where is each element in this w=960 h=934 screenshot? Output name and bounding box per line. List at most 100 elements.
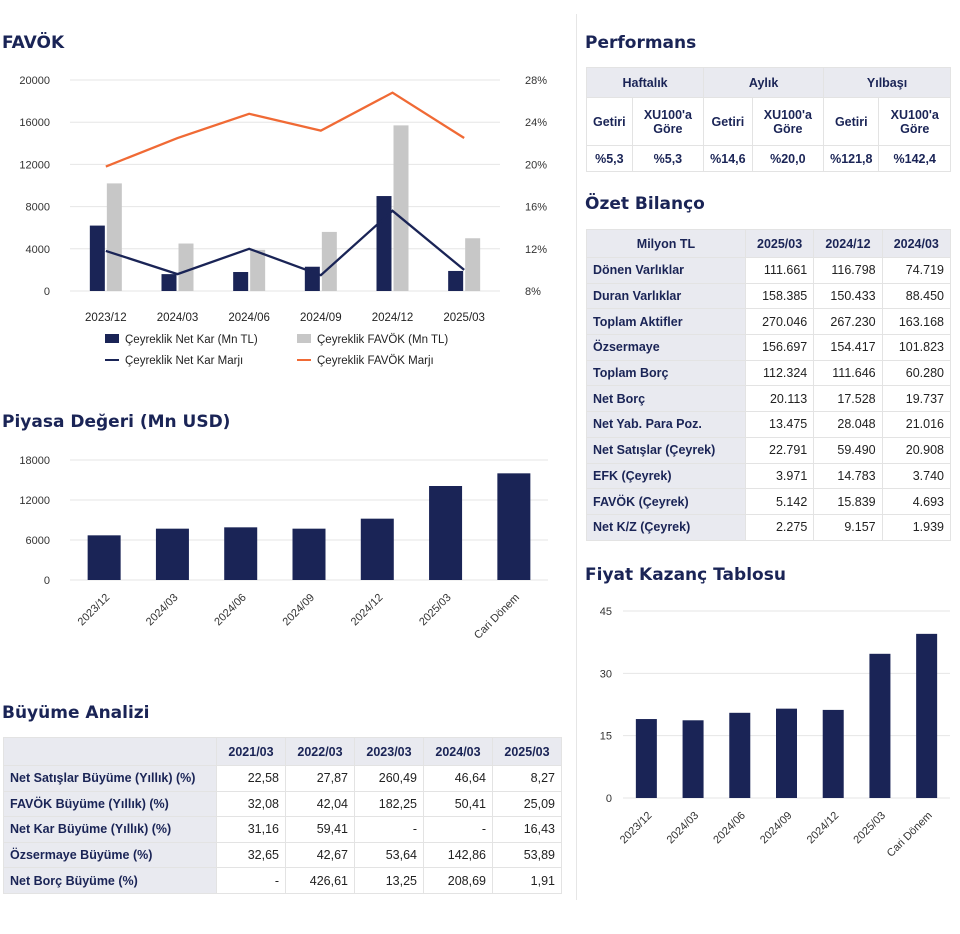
bilanco-row-label: Net Borç: [586, 385, 746, 413]
y-tick-label: 20000: [19, 75, 50, 87]
perf-subheader: XU100'a Göre: [878, 97, 951, 146]
buyume-value: 1,91: [492, 867, 562, 894]
favok-bar: [393, 125, 409, 292]
performans-table: Haftalık Aylık Yılbaşı Getiri XU100'a Göre Ge…: [585, 67, 951, 172]
bilanco-value: 60.280: [881, 359, 952, 387]
buyume-value: 182,25: [354, 790, 424, 818]
bilanco-row-label: Dönen Varlıklar: [586, 257, 746, 284]
perf-value: %5,3: [631, 145, 705, 172]
x-tick-label: 2024/09: [300, 312, 342, 324]
bilanco-row-label: Duran Varlıklar: [586, 282, 746, 310]
bar: [155, 528, 189, 580]
buyume-header-cell: 2021/03: [216, 737, 286, 766]
bilanco-row-label: Özsermaye: [586, 334, 746, 361]
perf-group-header: Haftalık: [585, 67, 705, 98]
buyume-value: 16,43: [492, 816, 562, 843]
bilanco-value: 154.417: [813, 334, 883, 361]
buyume-row: Net Borç Büyüme (%) -426,61 13,25 208,69 1,9…: [3, 867, 562, 894]
perf-value: %14,6: [703, 145, 753, 172]
bar: [869, 653, 891, 798]
favok-bar: [178, 243, 194, 291]
x-tick-label: 2024/06: [711, 810, 748, 847]
bilanco-value: 270.046: [744, 308, 815, 336]
bilanco-title: Özet Bilanço: [585, 194, 705, 214]
favok-chart: 0 4000 8000 12000 16000 20000 8% 12% 16% 20% 24% 28…: [19, 75, 547, 367]
bilanco-row: Duran Varlıklar 158.385 150.433 88.450: [586, 282, 952, 310]
column-divider: [576, 14, 577, 900]
buyume-header-row: 2021/03 2022/03 2023/03 2024/03 2025/03: [3, 737, 562, 766]
buyume-value: 426,61: [285, 867, 355, 894]
bilanco-value: 74.719: [881, 257, 952, 284]
buyume-value: 53,64: [354, 841, 424, 869]
x-tick-label: 2025/03: [417, 592, 454, 629]
buyume-row: Net Kar Büyüme (Yıllık) (%) 31,16 59,41- -1…: [3, 816, 562, 843]
bilanco-header-cell: 2024/12: [813, 229, 883, 258]
bilanco-value: 3.740: [881, 462, 952, 490]
bar: [497, 473, 531, 580]
bar: [822, 709, 844, 798]
y-tick-label: 8000: [26, 202, 50, 214]
bar: [776, 708, 797, 798]
buyume-row: FAVÖK Büyüme (Yıllık) (%) 32,08 42,04 182,2…: [3, 790, 562, 818]
x-tick-label: 2024/06: [228, 312, 270, 324]
buyume-value: -: [216, 867, 286, 894]
net-kar-bar: [376, 196, 392, 291]
x-tick-label: 2024/12: [372, 312, 414, 324]
buyume-header-cell: 2023/03: [354, 737, 424, 766]
legend-favok-label: Çeyreklik FAVÖK (Mn TL): [317, 334, 448, 346]
buyume-table: 2021/03 2022/03 2023/03 2024/03 2025/03 Net S…: [3, 737, 562, 894]
y-tick-label: 18000: [19, 455, 50, 467]
buyume-header-cell: 2024/03: [423, 737, 493, 766]
performans-title: Performans: [585, 33, 697, 53]
bilanco-row: Dönen Varlıklar 111.661 116.798 74.719: [586, 257, 952, 284]
perf-subheader: XU100'a Göre: [631, 97, 705, 146]
perf-group-header: Yılbaşı: [823, 67, 951, 98]
buyume-value: 8,27: [492, 765, 562, 792]
perf-subheader: XU100'a Göre: [751, 97, 825, 146]
net-kar-bar: [448, 270, 464, 291]
bar: [224, 527, 258, 580]
bilanco-row: Toplam Aktifler 270.046 267.230 163.168: [586, 308, 952, 336]
y-tick-label: 4000: [26, 244, 50, 256]
net-kar-marji-line: [105, 209, 465, 277]
perf-subhead-row: Getiri XU100'a Göre Getiri XU100'a Göre Geti…: [586, 97, 951, 146]
net-kar-bar: [89, 225, 105, 291]
bar: [292, 528, 326, 580]
buyume-value: 53,89: [492, 841, 562, 869]
bilanco-value: 156.697: [744, 334, 815, 361]
piyasa-chart: 0 6000 12000 18000 2023/12 2024/03 2024/06 2024…: [19, 455, 548, 642]
bilanco-value: 1.939: [881, 513, 952, 541]
perf-subheader: Getiri: [703, 97, 753, 146]
x-tick-label: 2024/12: [349, 592, 386, 629]
favok-title: FAVÖK: [2, 33, 65, 53]
perf-value: %5,3: [586, 145, 633, 172]
bar: [916, 633, 938, 798]
buyume-value: 32,65: [216, 841, 286, 869]
buyume-value: 31,16: [216, 816, 286, 843]
buyume-value: 25,09: [492, 790, 562, 818]
legend-favok-swatch: [297, 334, 311, 343]
x-tick-label: 2023/12: [85, 312, 127, 324]
y-tick-label: 30: [600, 668, 612, 680]
bilanco-value: 111.646: [813, 359, 883, 387]
y-tick-label: 0: [606, 793, 612, 805]
buyume-value: 142,86: [423, 841, 493, 869]
perf-value: %142,4: [878, 145, 951, 172]
bilanco-value: 21.016: [881, 411, 952, 438]
bilanco-value: 5.142: [744, 488, 815, 515]
bar: [682, 720, 704, 798]
bilanco-value: 101.823: [881, 334, 952, 361]
bilanco-value: 9.157: [813, 513, 883, 541]
legend-favok-marji-label: Çeyreklik FAVÖK Marjı: [317, 355, 434, 367]
perf-value: %20,0: [751, 145, 825, 172]
legend-net-kar-swatch: [105, 334, 119, 343]
y2-tick-label: 8%: [525, 286, 541, 298]
buyume-value: 42,67: [285, 841, 355, 869]
y-tick-label: 0: [44, 286, 50, 298]
buyume-header-cell: 2025/03: [492, 737, 562, 766]
y2-tick-label: 12%: [525, 244, 547, 256]
y2-tick-label: 16%: [525, 202, 547, 214]
buyume-header-cell: 2022/03: [285, 737, 355, 766]
buyume-value: 208,69: [423, 867, 493, 894]
bilanco-value: 4.693: [881, 488, 952, 515]
